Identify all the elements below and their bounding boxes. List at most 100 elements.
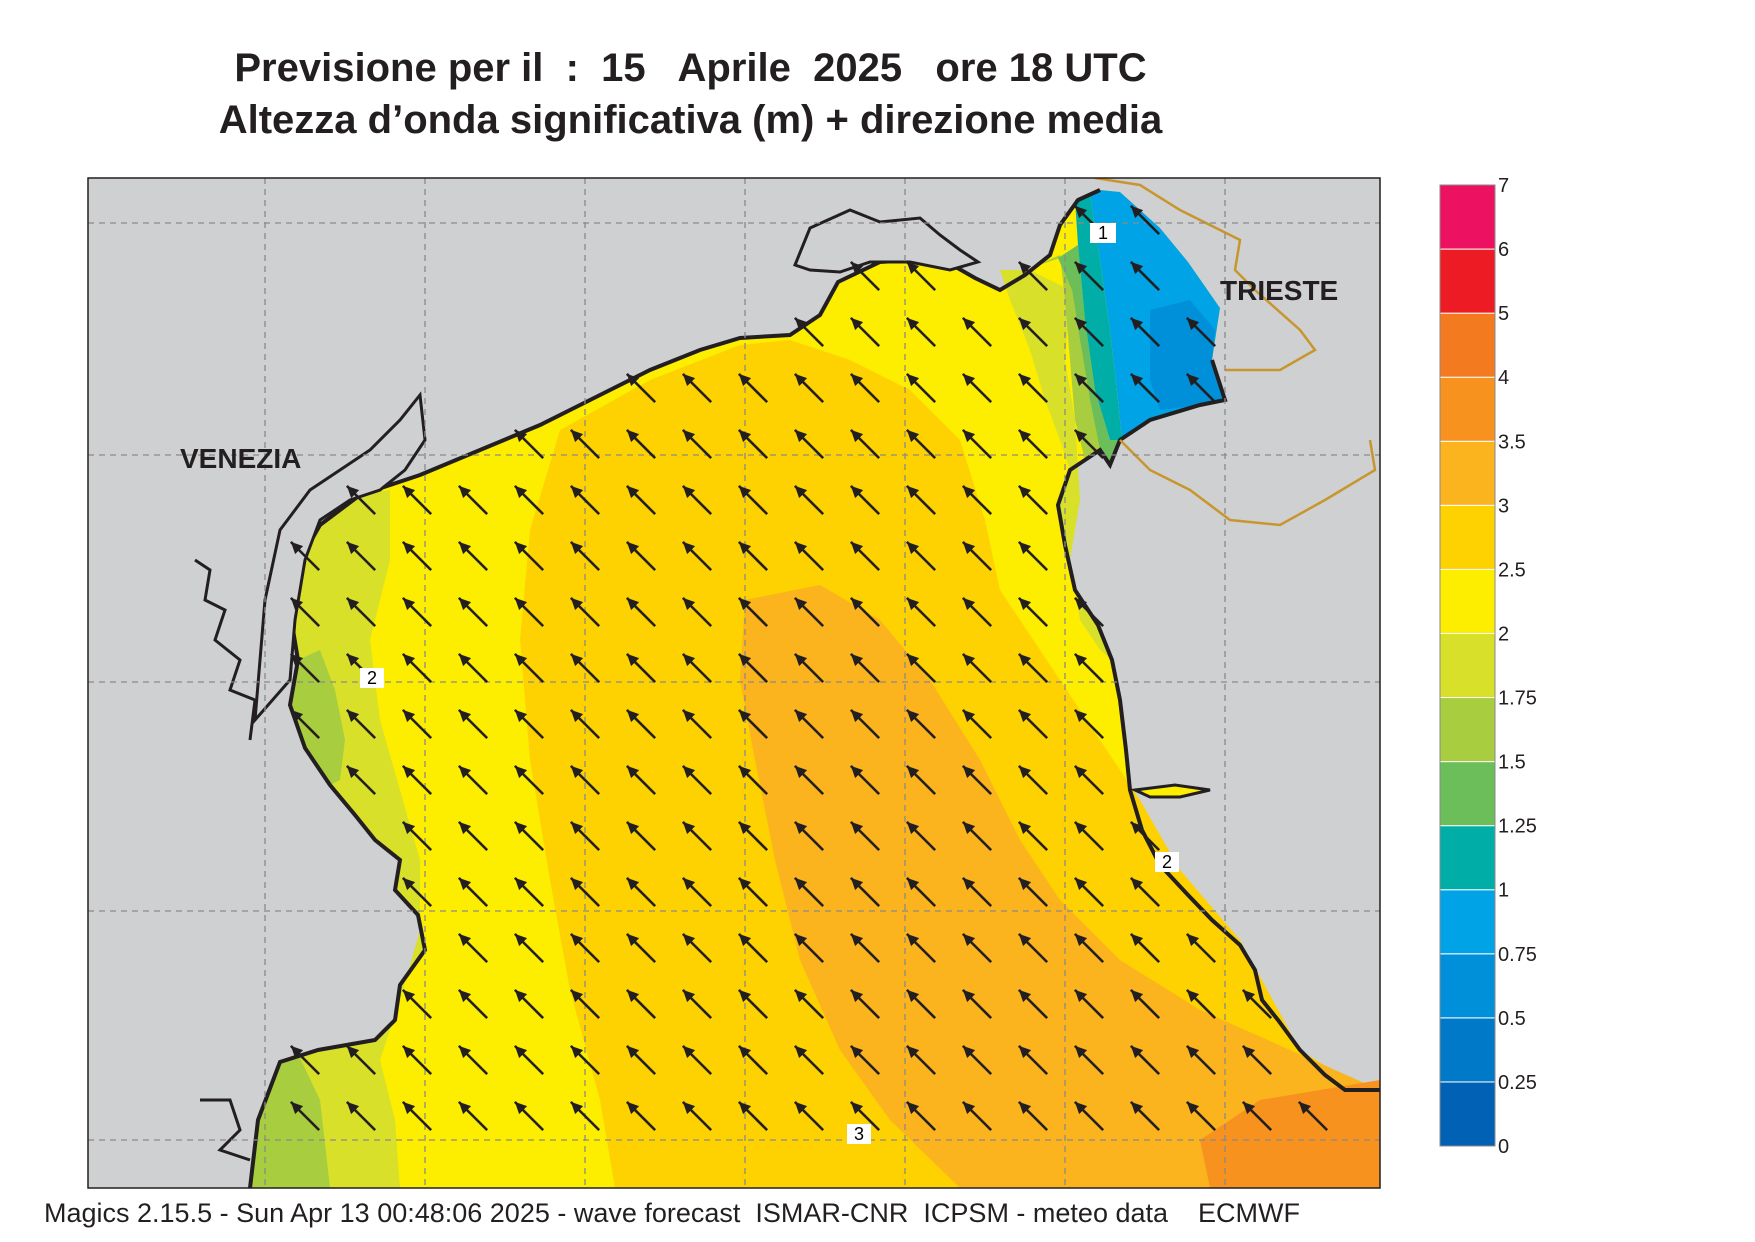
wave-arrow bbox=[513, 652, 545, 684]
wave-arrow bbox=[569, 876, 601, 908]
wave-arrow bbox=[345, 1100, 377, 1132]
wave-arrow bbox=[905, 260, 937, 292]
wave-arrow bbox=[457, 652, 489, 684]
wave-zone-1-to-1-25 bbox=[1075, 195, 1122, 440]
wave-arrow bbox=[905, 876, 937, 908]
wave-arrow bbox=[345, 596, 377, 628]
wave-arrow bbox=[513, 708, 545, 740]
wave-arrow bbox=[457, 484, 489, 516]
wave-arrow bbox=[1073, 708, 1105, 740]
wave-arrow bbox=[681, 484, 713, 516]
wave-arrow bbox=[849, 484, 881, 516]
legend-label: 0.25 bbox=[1498, 1072, 1537, 1094]
wave-arrow bbox=[793, 764, 825, 796]
wave-arrow bbox=[569, 596, 601, 628]
wave-arrow bbox=[289, 596, 321, 628]
wave-arrow bbox=[849, 988, 881, 1020]
national-border bbox=[1094, 178, 1377, 527]
wave-arrow bbox=[625, 988, 657, 1020]
wave-arrow bbox=[1073, 1100, 1105, 1132]
wave-arrow bbox=[1129, 372, 1161, 404]
wave-arrow bbox=[1017, 988, 1049, 1020]
wave-arrow bbox=[569, 932, 601, 964]
wave-arrow bbox=[513, 1100, 545, 1132]
wave-arrow bbox=[849, 932, 881, 964]
wave-arrow bbox=[849, 652, 881, 684]
wave-arrow bbox=[401, 876, 433, 908]
wave-arrow bbox=[1073, 596, 1105, 628]
wave-arrow bbox=[961, 540, 993, 572]
lagoon-coast-west bbox=[194, 558, 257, 1162]
wave-arrow bbox=[289, 708, 321, 740]
wave-arrow bbox=[513, 1044, 545, 1076]
wave-arrow bbox=[1073, 876, 1105, 908]
wave-arrow bbox=[849, 372, 881, 404]
wave-arrow bbox=[849, 1044, 881, 1076]
wave-arrow bbox=[569, 652, 601, 684]
wave-arrow bbox=[1073, 372, 1105, 404]
legend-swatch bbox=[1439, 697, 1496, 763]
wave-zone-1-5-to-1-75-east bbox=[1030, 255, 1100, 460]
wave-arrow bbox=[793, 428, 825, 460]
wave-arrow bbox=[681, 596, 713, 628]
wave-arrow bbox=[905, 708, 937, 740]
wave-zone-1-75-to-2-east bbox=[1000, 270, 1112, 660]
wave-arrow bbox=[513, 820, 545, 852]
wave-zone-3-to-3-5 bbox=[740, 585, 1380, 1188]
legend-frame bbox=[1439, 184, 1496, 1147]
wave-arrow bbox=[513, 988, 545, 1020]
place-label-venezia: VENEZIA bbox=[180, 443, 301, 474]
wave-arrow bbox=[849, 260, 881, 292]
wave-arrow bbox=[961, 596, 993, 628]
legend-swatch bbox=[1439, 632, 1496, 699]
wave-arrow bbox=[737, 764, 769, 796]
wave-arrow bbox=[457, 708, 489, 740]
wave-arrow bbox=[1073, 260, 1105, 292]
map-frame bbox=[87, 177, 1381, 1189]
wave-arrow bbox=[681, 1100, 713, 1132]
legend-swatch bbox=[1439, 312, 1496, 378]
wave-arrow bbox=[681, 932, 713, 964]
wave-arrow bbox=[1129, 876, 1161, 908]
wave-arrow bbox=[849, 316, 881, 348]
legend-label: 1.5 bbox=[1498, 752, 1526, 774]
wave-arrow bbox=[457, 1044, 489, 1076]
wave-arrow bbox=[569, 708, 601, 740]
legend-swatch bbox=[1439, 1081, 1496, 1147]
wave-arrow bbox=[905, 1044, 937, 1076]
wave-arrow bbox=[737, 652, 769, 684]
wave-arrow bbox=[457, 876, 489, 908]
wave-arrow bbox=[625, 372, 657, 404]
wave-arrow bbox=[905, 1100, 937, 1132]
wave-arrow bbox=[1241, 1044, 1273, 1076]
wave-arrow bbox=[793, 1044, 825, 1076]
forecast-time-title: Previsione per il : 15 Aprile 2025 ore 1… bbox=[234, 46, 1147, 90]
legend-label: 0.75 bbox=[1498, 944, 1537, 966]
wave-arrow bbox=[625, 932, 657, 964]
wave-arrow bbox=[793, 316, 825, 348]
wave-arrow bbox=[1017, 260, 1049, 292]
wave-arrow bbox=[1073, 316, 1105, 348]
wave-arrow bbox=[681, 1044, 713, 1076]
wave-arrow bbox=[849, 540, 881, 572]
wave-arrow bbox=[457, 820, 489, 852]
wave-arrow bbox=[1073, 652, 1105, 684]
wave-arrow bbox=[681, 372, 713, 404]
wave-arrow bbox=[625, 876, 657, 908]
wave-arrow bbox=[1185, 988, 1217, 1020]
wave-arrow bbox=[1017, 876, 1049, 908]
wave-arrow bbox=[793, 876, 825, 908]
wave-arrow bbox=[345, 764, 377, 796]
wave-arrow bbox=[401, 1100, 433, 1132]
legend-label: 6 bbox=[1498, 239, 1509, 261]
wave-arrow bbox=[289, 540, 321, 572]
wave-arrow bbox=[961, 764, 993, 796]
wave-arrow bbox=[625, 1100, 657, 1132]
wave-arrow bbox=[625, 596, 657, 628]
wave-arrow bbox=[625, 764, 657, 796]
wave-arrow bbox=[793, 484, 825, 516]
color-legend: 0 0.25 0.5 0.75 1 1.25 1.5 1.75 2 2.5 3 3.5 4 5 6 7 bbox=[1439, 175, 1537, 1158]
legend-label: 7 bbox=[1498, 175, 1509, 197]
wave-arrow bbox=[289, 1100, 321, 1132]
wave-arrow bbox=[1241, 1100, 1273, 1132]
